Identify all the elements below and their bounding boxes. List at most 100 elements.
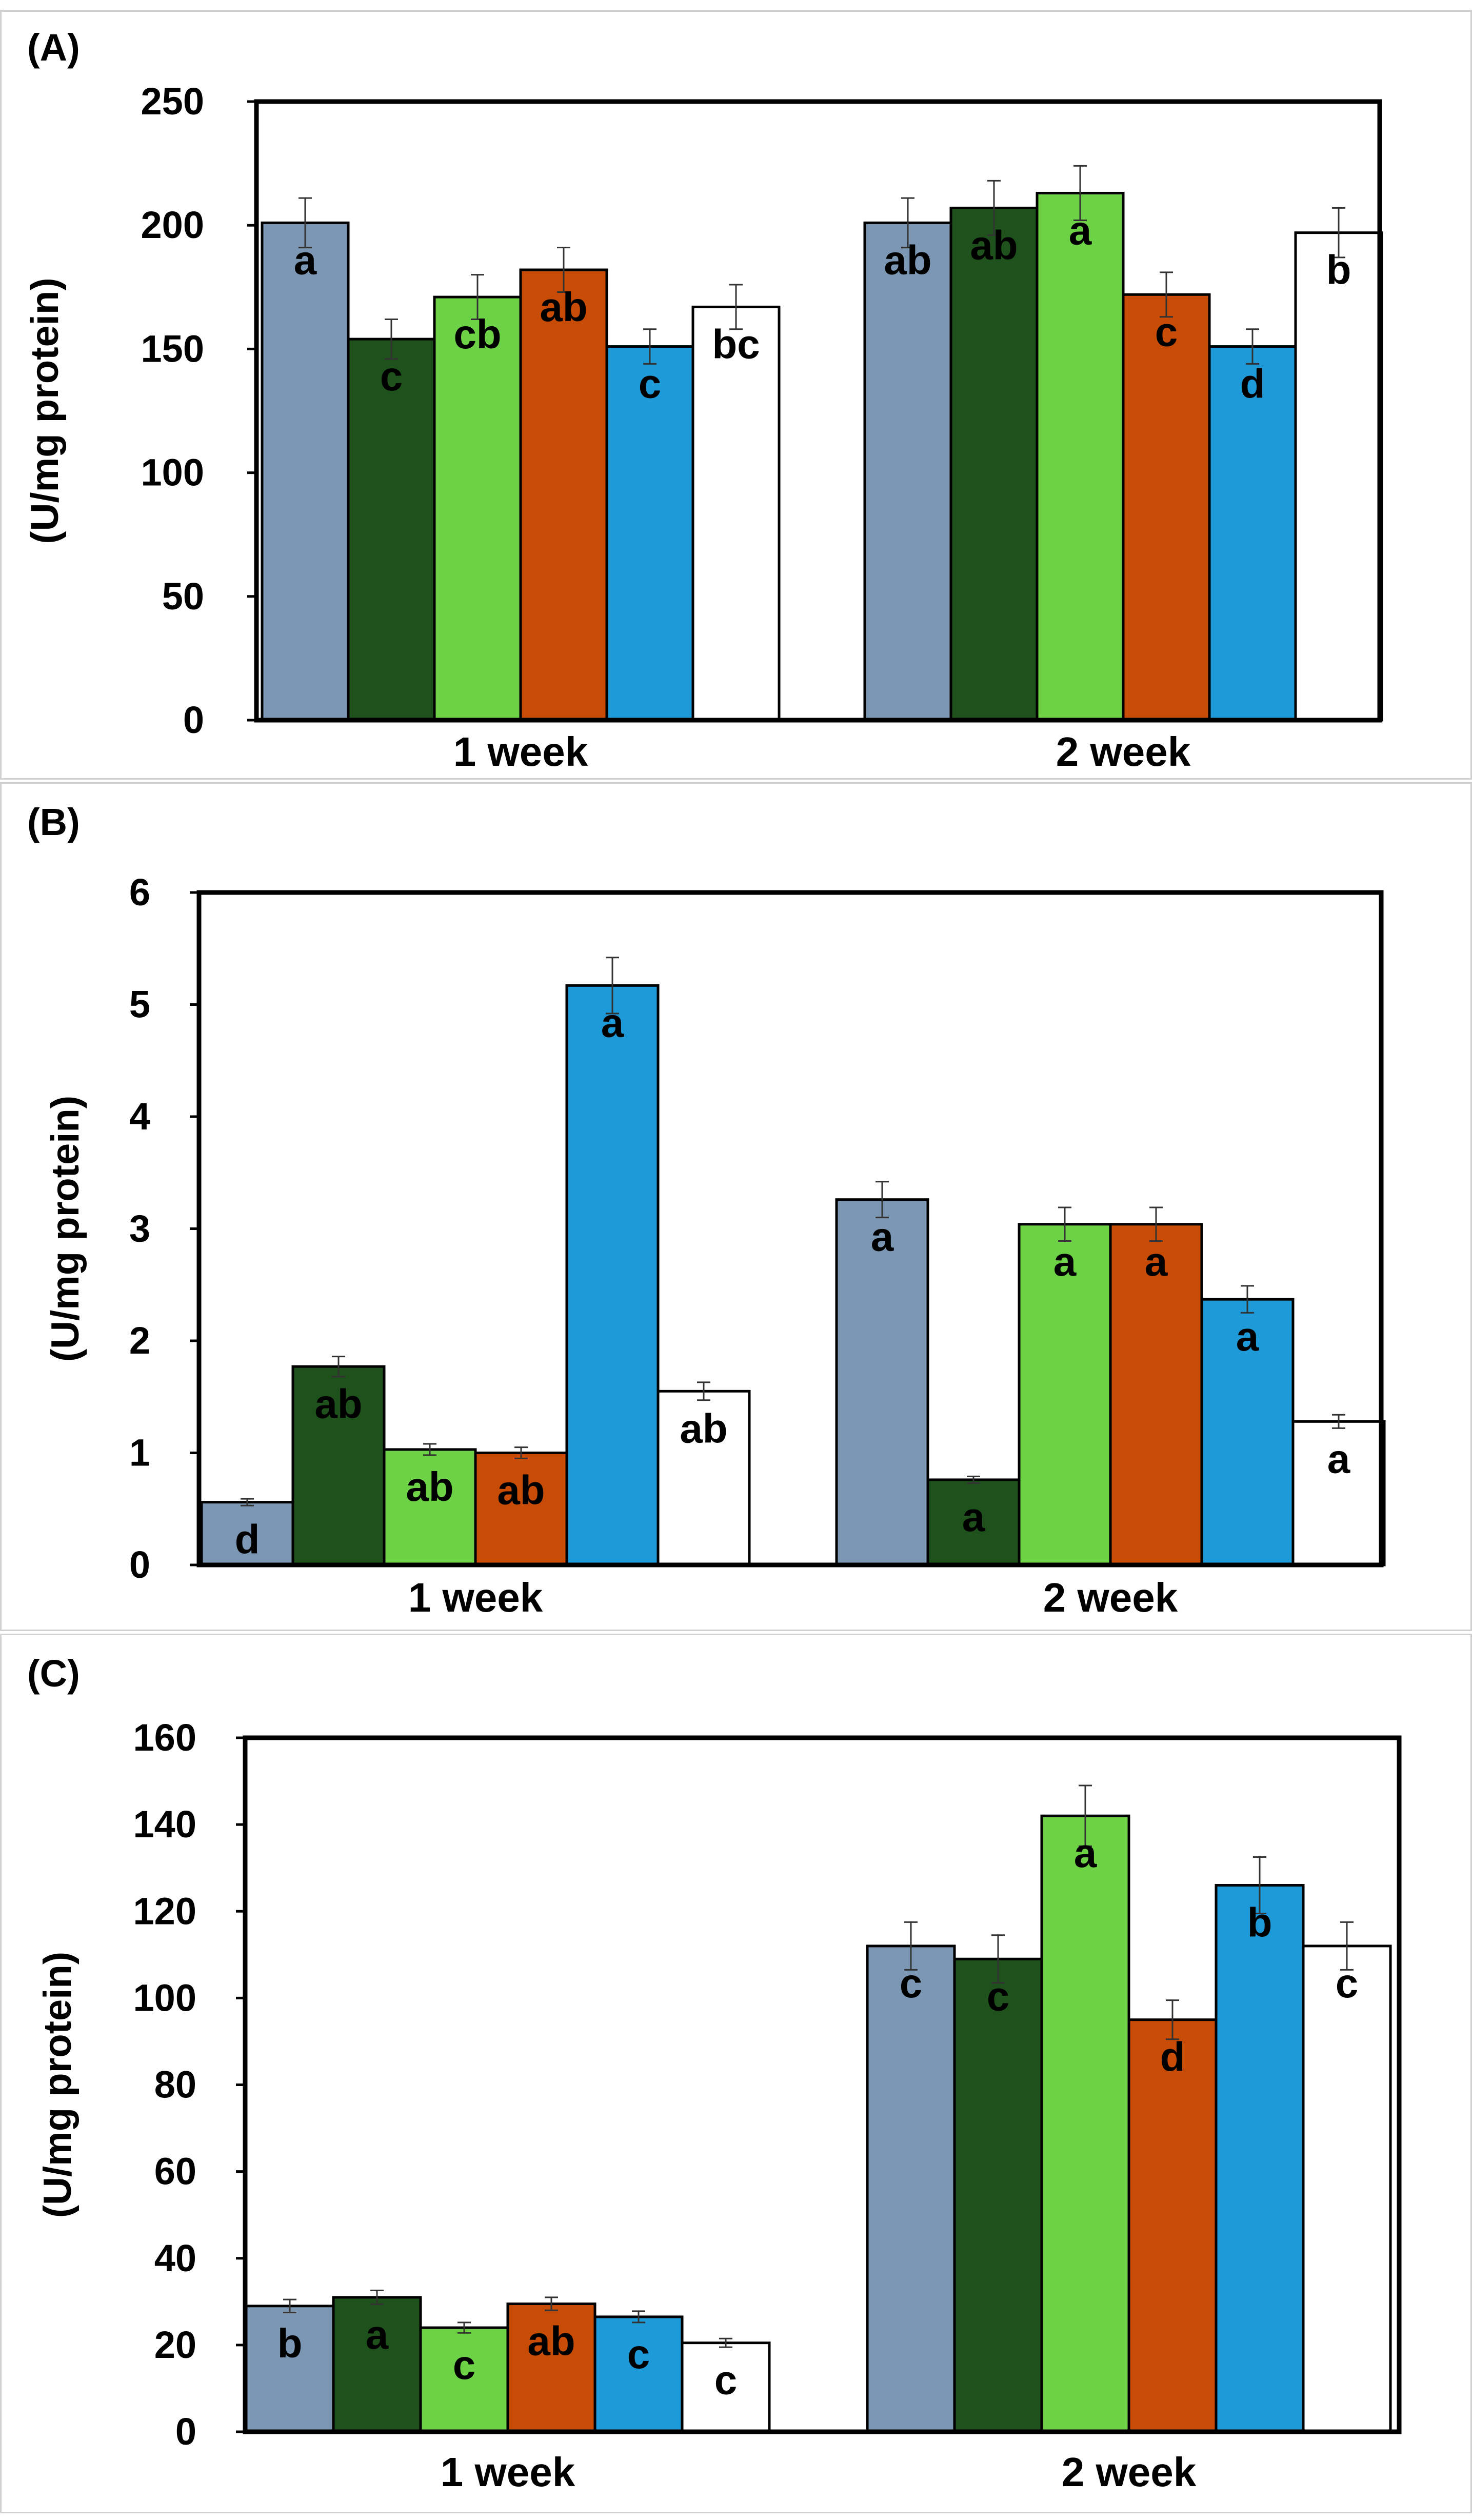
- category-label-c: 2 week: [1062, 2449, 1197, 2495]
- data-label-b: a: [1236, 1314, 1259, 1359]
- y-tick-label-b: 3: [129, 1207, 150, 1250]
- plot-frame-b: [196, 890, 1384, 1567]
- data-label-a: a: [1069, 207, 1092, 253]
- data-label-c: ab: [527, 2318, 575, 2364]
- data-label-b: ab: [406, 1464, 453, 1510]
- data-label-a: ab: [540, 284, 587, 330]
- data-label-c: c: [453, 2342, 476, 2388]
- data-label-b: a: [962, 1494, 985, 1540]
- data-label-b: a: [1053, 1239, 1077, 1284]
- data-label-c: a: [1074, 1830, 1097, 1876]
- data-label-a: c: [380, 353, 403, 399]
- y-tick-label-a: 200: [141, 204, 204, 246]
- data-label-c: c: [627, 2331, 650, 2377]
- data-label-c: c: [1336, 1960, 1359, 2006]
- bar-a: [1208, 345, 1297, 722]
- data-label-a: cb: [453, 311, 501, 357]
- bar-c: [953, 1957, 1043, 2433]
- y-tick-label-b: 6: [129, 871, 150, 914]
- panel-b: (B) (U/mg protein) 0 1 2 3 4 5 6 d ab ab ab a ab 1 week…: [0, 782, 1472, 1631]
- bar-a: [433, 295, 522, 722]
- data-label-c: b: [1247, 1900, 1272, 1946]
- bar-b: [926, 1478, 1021, 1566]
- data-label-a: a: [294, 237, 317, 283]
- bar-b: [200, 1501, 294, 1566]
- panel-label-c: (C): [27, 1652, 80, 1695]
- y-tick-label-a: 0: [183, 699, 204, 741]
- panel-c: (C) (U/mg protein) 0 20 40 60 80 100 120 140 160 b a…: [0, 1634, 1472, 2513]
- y-tick-label-c: 80: [154, 2063, 196, 2106]
- plot-frame-a: [254, 99, 1382, 723]
- y-tick-label-a: 100: [141, 451, 204, 494]
- bar-a: [949, 206, 1039, 722]
- data-label-c: c: [900, 1960, 923, 2006]
- y-axis-title-a: (U/mg protein): [23, 277, 67, 544]
- data-label-c: b: [277, 2320, 303, 2366]
- bar-a: [261, 221, 350, 722]
- bar-a: [863, 221, 952, 722]
- bar-c: [1040, 1814, 1130, 2433]
- data-label-a: c: [639, 361, 662, 407]
- chart-a: (A)(U/mg protein)050100150200250accbabcb…: [23, 26, 1383, 775]
- data-label-b: ab: [497, 1467, 545, 1513]
- data-label-a: d: [1240, 361, 1265, 407]
- bar-b: [383, 1448, 477, 1566]
- bar-c: [1127, 2018, 1218, 2433]
- panel-label-b: (B): [27, 801, 80, 843]
- y-tick-label-a: 50: [162, 575, 204, 618]
- data-label-c: c: [714, 2357, 738, 2403]
- y-tick-label-b: 5: [129, 983, 150, 1026]
- y-tick-label-c: 60: [154, 2150, 196, 2193]
- panel-a: (A) (U/mg protein) 0 50 100 150 200 250 a c cb ab c b…: [0, 10, 1472, 780]
- data-label-b: a: [1145, 1239, 1168, 1284]
- y-tick-label-c: 40: [154, 2237, 196, 2279]
- y-tick-label-c: 120: [133, 1890, 196, 1932]
- category-label-a: 1 week: [453, 729, 588, 775]
- bar-c: [1215, 1884, 1305, 2433]
- data-label-b: d: [235, 1517, 260, 1562]
- y-tick-label-c: 140: [133, 1803, 196, 1846]
- bar-a: [519, 268, 608, 722]
- data-label-a: c: [1155, 309, 1178, 354]
- bar-a: [1036, 191, 1125, 722]
- bar-c: [866, 1944, 956, 2433]
- y-tick-label-c: 0: [175, 2410, 196, 2453]
- data-label-a: ab: [970, 222, 1018, 268]
- data-label-c: a: [366, 2312, 389, 2357]
- data-label-b: ab: [680, 1405, 727, 1451]
- category-label-a: 2 week: [1056, 729, 1191, 775]
- y-tick-label-c: 160: [133, 1716, 196, 1759]
- category-label-b: 2 week: [1043, 1575, 1178, 1620]
- y-axis-title-b: (U/mg protein): [44, 1096, 87, 1362]
- panel-label-a: (A): [27, 26, 80, 69]
- bar-c: [1302, 1944, 1392, 2433]
- bar-a: [691, 305, 781, 722]
- y-axis-title-c: (U/mg protein): [36, 1952, 79, 2218]
- y-tick-label-b: 4: [129, 1095, 150, 1138]
- y-tick-label-c: 20: [154, 2324, 196, 2366]
- category-label-c: 1 week: [441, 2449, 575, 2495]
- data-label-b: a: [601, 1000, 624, 1045]
- bar-c: [681, 2342, 771, 2433]
- bar-a: [1294, 231, 1383, 722]
- data-label-b: a: [1327, 1436, 1350, 1481]
- data-label-c: d: [1160, 2034, 1185, 2080]
- data-label-a: b: [1326, 247, 1351, 293]
- plot-frame-c: [243, 1735, 1402, 2434]
- bar-a: [1122, 293, 1211, 722]
- y-tick-label-a: 150: [141, 327, 204, 370]
- data-label-b: ab: [314, 1381, 362, 1426]
- category-label-b: 1 week: [408, 1575, 543, 1620]
- y-tick-label-b: 0: [129, 1543, 150, 1586]
- bar-b: [565, 984, 660, 1566]
- y-tick-label-b: 2: [129, 1319, 150, 1362]
- data-label-a: ab: [884, 237, 931, 283]
- bar-b: [657, 1390, 751, 1566]
- data-label-b: a: [871, 1214, 894, 1260]
- data-label-c: c: [987, 1973, 1010, 2019]
- data-label-a: bc: [712, 321, 760, 367]
- bar-b: [835, 1198, 929, 1566]
- bar-b: [1018, 1223, 1112, 1566]
- y-tick-label-b: 1: [129, 1432, 150, 1474]
